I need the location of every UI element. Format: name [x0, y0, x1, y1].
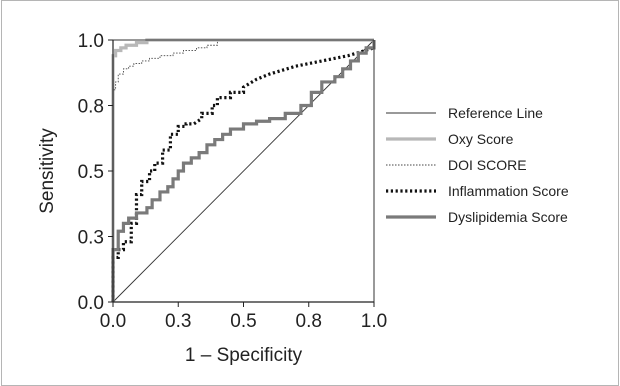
series-line-reference-line	[112, 39, 375, 303]
legend-label-doi-score: DOI SCORE	[448, 157, 527, 173]
x-axis-title: 1 – Specificity	[185, 345, 303, 366]
legend-label-dyslipidemia-score: Dyslipidemia Score	[448, 209, 568, 225]
x-tick-label: 0.0	[100, 311, 126, 332]
x-tick-label: 1.0	[361, 311, 387, 332]
y-tick-label: 1.0	[78, 31, 104, 52]
y-tick-label: 0.8	[78, 97, 104, 118]
legend: Reference Line Oxy Score DOI SCORE Inflamma…	[386, 105, 569, 225]
axes: 0.0 0.3 0.5 0.8 1.0 0.0 0.3 0.5 0.8 1.0 1 – Specif…	[37, 31, 387, 366]
x-tick-label: 0.5	[230, 311, 256, 332]
y-tick-label: 0.0	[78, 293, 104, 314]
y-axis-title: Sensitivity	[37, 128, 58, 214]
series-line-dyslipidemia-score	[111, 40, 376, 302]
series-line-inflammation-score	[111, 46, 375, 302]
legend-label-oxy-score: Oxy Score	[448, 131, 514, 147]
legend-label-reference-line: Reference Line	[448, 105, 543, 121]
x-tick-label: 0.8	[296, 311, 322, 332]
y-tick-label: 0.3	[78, 228, 104, 249]
legend-label-inflammation-score: Inflammation Score	[448, 183, 569, 199]
x-tick-label: 0.3	[165, 311, 191, 332]
y-tick-label: 0.5	[78, 162, 104, 183]
